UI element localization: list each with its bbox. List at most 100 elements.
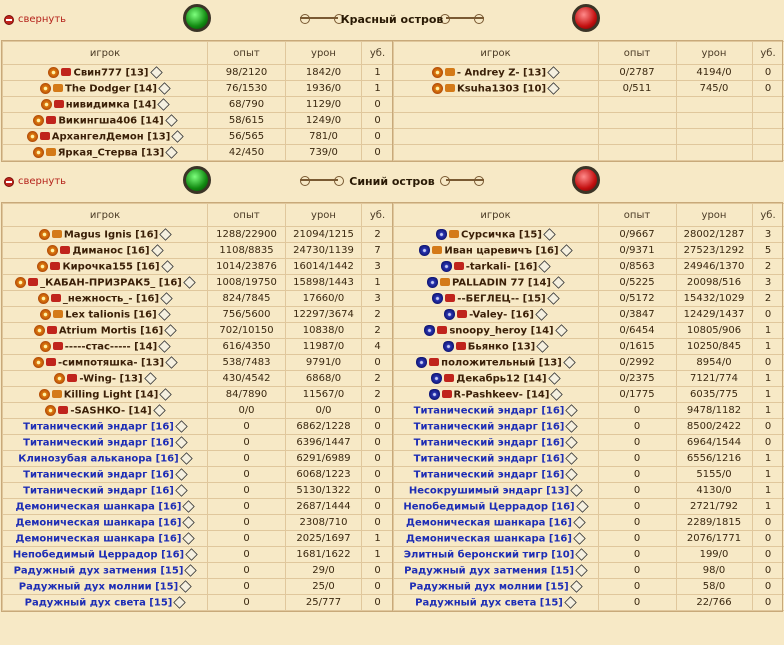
- player-name-link[interactable]: Lex talionis: [65, 309, 131, 321]
- info-icon[interactable]: [182, 532, 196, 545]
- info-icon[interactable]: [185, 548, 198, 561]
- player-name-link[interactable]: положительный: [441, 357, 536, 369]
- info-icon[interactable]: [183, 276, 196, 289]
- info-icon[interactable]: [175, 484, 188, 497]
- info-icon[interactable]: [179, 452, 193, 465]
- info-icon[interactable]: [152, 404, 166, 417]
- info-icon[interactable]: [158, 340, 171, 353]
- info-icon[interactable]: [538, 260, 552, 273]
- player-name-link[interactable]: Титанический эндарг: [413, 453, 538, 465]
- player-name-link[interactable]: - Andrey Z-: [456, 67, 520, 79]
- player-name-link[interactable]: -SASHKO-: [70, 405, 126, 417]
- player-name-link[interactable]: Радужный дух молнии: [18, 581, 152, 593]
- info-icon[interactable]: [565, 452, 579, 465]
- collapse-label[interactable]: свернуть: [18, 14, 67, 25]
- info-icon[interactable]: [550, 388, 564, 401]
- player-name-link[interactable]: Демоническая шанкара: [15, 533, 155, 545]
- info-icon[interactable]: [569, 580, 583, 593]
- player-name-link[interactable]: АрхангелДемон: [51, 131, 144, 143]
- player-name-link[interactable]: Непобедимый Церрадор: [403, 501, 549, 513]
- player-name-link[interactable]: Бьянко: [467, 341, 509, 353]
- collapse-link[interactable]: свернуть: [4, 176, 66, 187]
- player-name-link[interactable]: -Wing-: [79, 373, 117, 385]
- info-icon[interactable]: [552, 276, 565, 289]
- player-name-link[interactable]: Демоническая шанкара: [406, 517, 546, 529]
- info-icon[interactable]: [157, 98, 171, 111]
- player-name-link[interactable]: -----стас-----: [64, 341, 131, 353]
- info-icon[interactable]: [564, 596, 577, 609]
- player-name-link[interactable]: Викингша406: [58, 115, 138, 127]
- player-name-link[interactable]: _нежность_-: [62, 293, 133, 305]
- player-name-link[interactable]: Радужный дух света: [415, 597, 537, 609]
- player-name-link[interactable]: Несокрушимый эндарг: [408, 485, 543, 497]
- info-icon[interactable]: [182, 516, 196, 529]
- player-name-link[interactable]: Радужный дух молнии: [409, 581, 543, 593]
- info-icon[interactable]: [175, 436, 188, 449]
- player-name-link[interactable]: Титанический эндарг: [413, 437, 538, 449]
- info-icon[interactable]: [535, 308, 548, 321]
- info-icon[interactable]: [171, 130, 184, 143]
- player-name-link[interactable]: Титанический эндарг: [23, 421, 148, 433]
- player-name-link[interactable]: R-Pashkeev-: [453, 389, 523, 401]
- info-icon[interactable]: [563, 356, 576, 369]
- info-icon[interactable]: [143, 372, 157, 385]
- info-icon[interactable]: [160, 260, 174, 273]
- info-icon[interactable]: [159, 388, 173, 401]
- info-icon[interactable]: [164, 114, 178, 127]
- info-icon[interactable]: [575, 564, 588, 577]
- player-name-link[interactable]: -симпотяшка-: [57, 357, 138, 369]
- player-name-link[interactable]: Демоническая шанкара: [15, 501, 155, 513]
- info-icon[interactable]: [559, 244, 573, 257]
- player-name-link[interactable]: The Dodger: [65, 83, 131, 95]
- info-icon[interactable]: [175, 468, 188, 481]
- collapse-link[interactable]: свернуть: [4, 14, 66, 25]
- player-name-link[interactable]: Титанический эндарг: [413, 469, 538, 481]
- info-icon[interactable]: [150, 244, 164, 257]
- info-icon[interactable]: [546, 292, 560, 305]
- info-icon[interactable]: [565, 404, 579, 417]
- player-name-link[interactable]: Сурсичка: [461, 229, 516, 241]
- player-name-link[interactable]: PALLADIN 77: [452, 277, 525, 289]
- info-icon[interactable]: [165, 356, 178, 369]
- info-icon[interactable]: [165, 146, 178, 159]
- info-icon[interactable]: [565, 420, 579, 433]
- player-name-link[interactable]: Magus Ignis: [63, 229, 132, 241]
- player-name-link[interactable]: -tarkali-: [465, 261, 511, 273]
- player-name-link[interactable]: Свин777: [73, 67, 122, 79]
- player-name-link[interactable]: Клинозубая альканора: [18, 453, 153, 465]
- info-icon[interactable]: [173, 596, 187, 609]
- player-name-link[interactable]: Ksuha1303: [456, 83, 520, 95]
- player-name-link[interactable]: Демоническая шанкара: [406, 533, 546, 545]
- info-icon[interactable]: [573, 516, 586, 529]
- player-name-link[interactable]: Иван царевичъ: [444, 245, 533, 257]
- info-icon[interactable]: [547, 372, 561, 385]
- info-icon[interactable]: [573, 532, 586, 545]
- player-name-link[interactable]: Титанический эндарг: [413, 405, 538, 417]
- info-icon[interactable]: [184, 564, 198, 577]
- info-icon[interactable]: [182, 500, 196, 513]
- player-name-link[interactable]: Титанический эндарг: [23, 437, 148, 449]
- player-name-link[interactable]: Радужный дух затмения: [13, 565, 157, 577]
- info-icon[interactable]: [547, 66, 560, 79]
- info-icon[interactable]: [179, 580, 192, 593]
- player-name-link[interactable]: Элитный беронский тигр: [403, 549, 548, 561]
- player-name-link[interactable]: Killing Light: [63, 389, 132, 401]
- info-icon[interactable]: [565, 436, 579, 449]
- player-name-link[interactable]: Кирочка155: [62, 261, 133, 273]
- info-icon[interactable]: [554, 324, 568, 337]
- player-name-link[interactable]: Непобедимый Церрадор: [12, 549, 158, 561]
- player-name-link[interactable]: Радужный дух света: [24, 597, 146, 609]
- info-icon[interactable]: [575, 500, 589, 513]
- info-icon[interactable]: [536, 340, 549, 353]
- player-name-link[interactable]: --БЕГЛЕЦ--: [457, 293, 520, 305]
- player-name-link[interactable]: _КАБАН-ПРИЗРАК5_: [40, 277, 156, 289]
- player-name-link[interactable]: -Valey-: [469, 309, 508, 321]
- player-name-link[interactable]: Демоническая шанкара: [15, 517, 155, 529]
- info-icon[interactable]: [159, 228, 172, 241]
- info-icon[interactable]: [149, 66, 163, 79]
- info-icon[interactable]: [575, 548, 589, 561]
- player-name-link[interactable]: Яркая_Стерва: [57, 147, 138, 159]
- player-name-link[interactable]: snoopy_heroy: [449, 325, 528, 337]
- info-icon[interactable]: [160, 292, 173, 305]
- info-icon[interactable]: [175, 420, 188, 433]
